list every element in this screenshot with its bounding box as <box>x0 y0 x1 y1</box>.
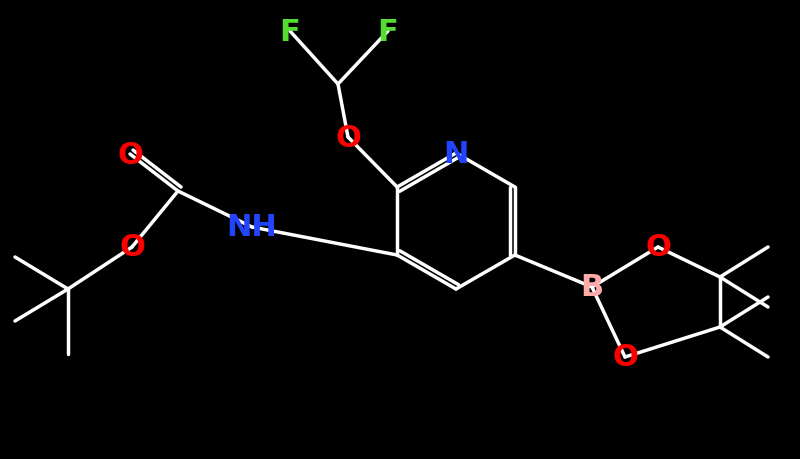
Text: N: N <box>443 139 469 168</box>
Text: O: O <box>645 233 671 262</box>
Text: F: F <box>378 17 398 46</box>
Text: B: B <box>581 273 603 302</box>
Text: F: F <box>280 17 300 46</box>
Text: NH: NH <box>226 213 278 242</box>
Text: O: O <box>335 123 361 152</box>
Text: O: O <box>117 140 143 169</box>
Text: O: O <box>612 343 638 372</box>
Text: O: O <box>119 233 145 262</box>
